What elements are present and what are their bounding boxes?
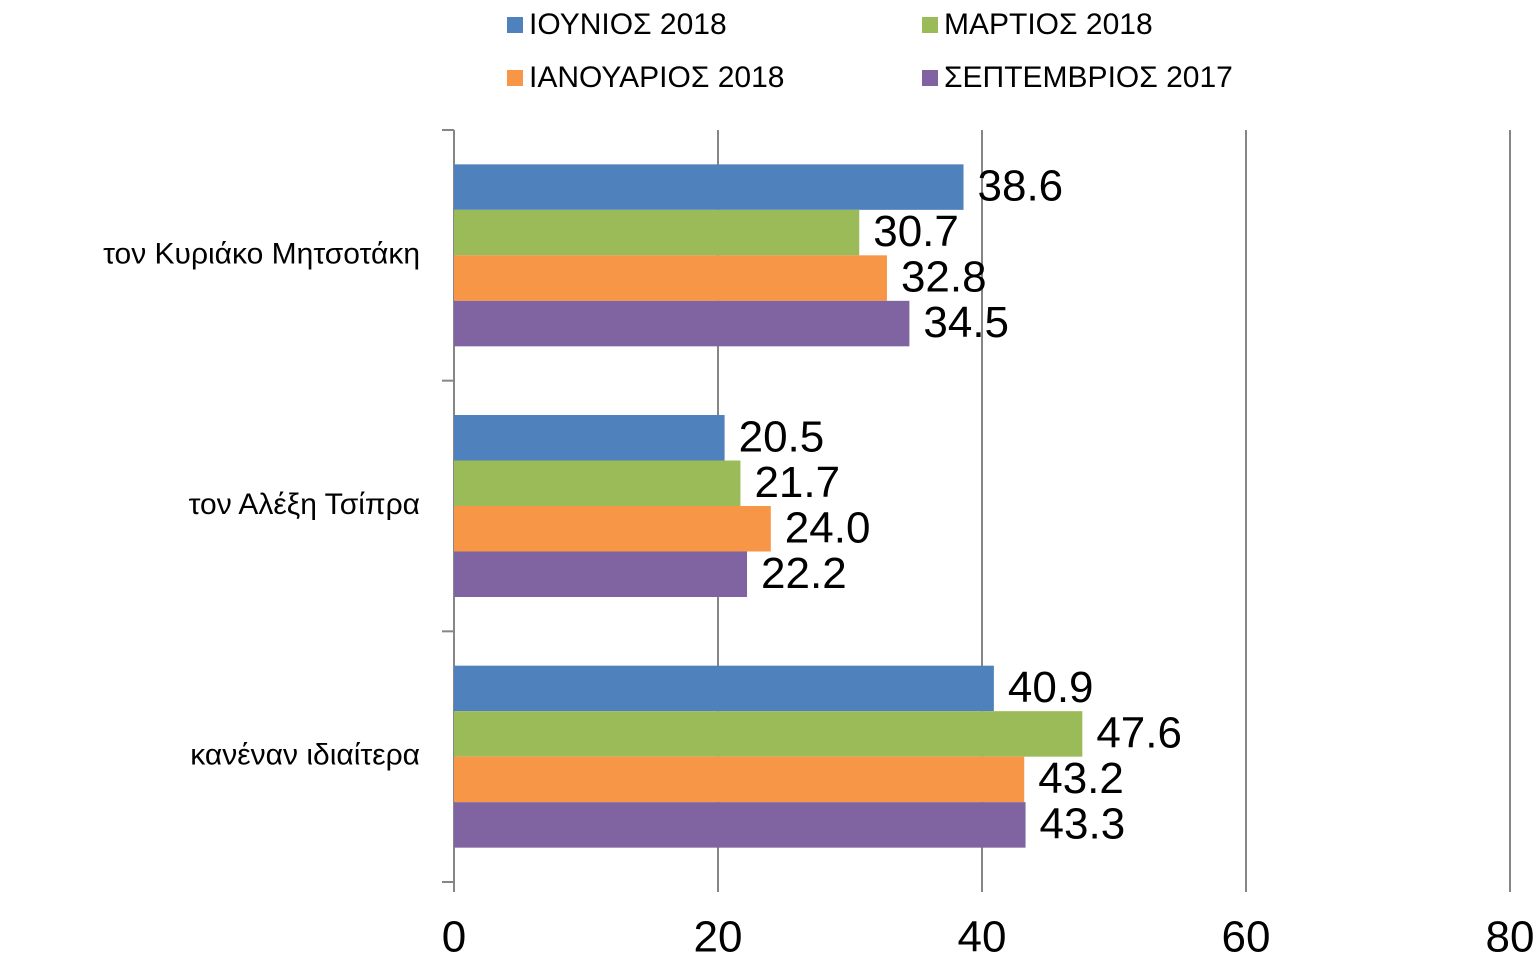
legend-label: ΣΕΠΤΕΜΒΡΙΟΣ 2017 xyxy=(944,61,1233,94)
legend-label: ΙΟΥΝΙΟΣ 2018 xyxy=(529,8,727,41)
bar xyxy=(454,802,1026,848)
bar xyxy=(454,756,1025,803)
x-tick-label: 0 xyxy=(442,913,466,960)
data-label: 21.7 xyxy=(754,458,840,507)
data-label: 30.7 xyxy=(873,207,959,256)
legend-label: ΙΑΝΟΥΑΡΙΟΣ 2018 xyxy=(529,61,784,94)
x-tick-label: 20 xyxy=(694,913,743,960)
bar xyxy=(454,460,741,506)
bar xyxy=(454,711,1083,757)
bar xyxy=(454,506,771,552)
bar xyxy=(454,164,964,210)
x-tick-label: 40 xyxy=(958,913,1007,960)
bar xyxy=(454,551,748,597)
data-label: 20.5 xyxy=(739,412,825,461)
category-label: κανέναν ιδιαίτερα xyxy=(190,739,420,772)
legend-swatch xyxy=(922,17,938,33)
data-label: 34.5 xyxy=(923,298,1009,347)
legend-swatch xyxy=(507,70,523,86)
legend-swatch xyxy=(507,17,523,33)
data-label: 24.0 xyxy=(785,503,871,552)
data-label: 38.6 xyxy=(978,162,1064,211)
data-label: 47.6 xyxy=(1096,709,1182,758)
data-label: 43.2 xyxy=(1038,754,1124,803)
bar xyxy=(454,300,910,347)
data-label: 22.2 xyxy=(761,549,847,598)
data-label: 40.9 xyxy=(1008,663,1094,712)
bar xyxy=(454,255,887,301)
category-label: τον Αλέξη Τσίπρα xyxy=(189,488,420,521)
bar xyxy=(454,209,860,256)
x-tick-label: 60 xyxy=(1222,913,1271,960)
legend-label: ΜΑΡΤΙΟΣ 2018 xyxy=(944,8,1153,41)
data-label: 32.8 xyxy=(901,253,987,302)
bar xyxy=(454,665,994,712)
legend-swatch xyxy=(922,70,938,86)
bar xyxy=(454,415,725,461)
category-label: τον Κυριάκο Μητσοτάκη xyxy=(103,237,420,270)
data-label: 43.3 xyxy=(1040,800,1126,849)
x-tick-label: 80 xyxy=(1486,913,1535,960)
